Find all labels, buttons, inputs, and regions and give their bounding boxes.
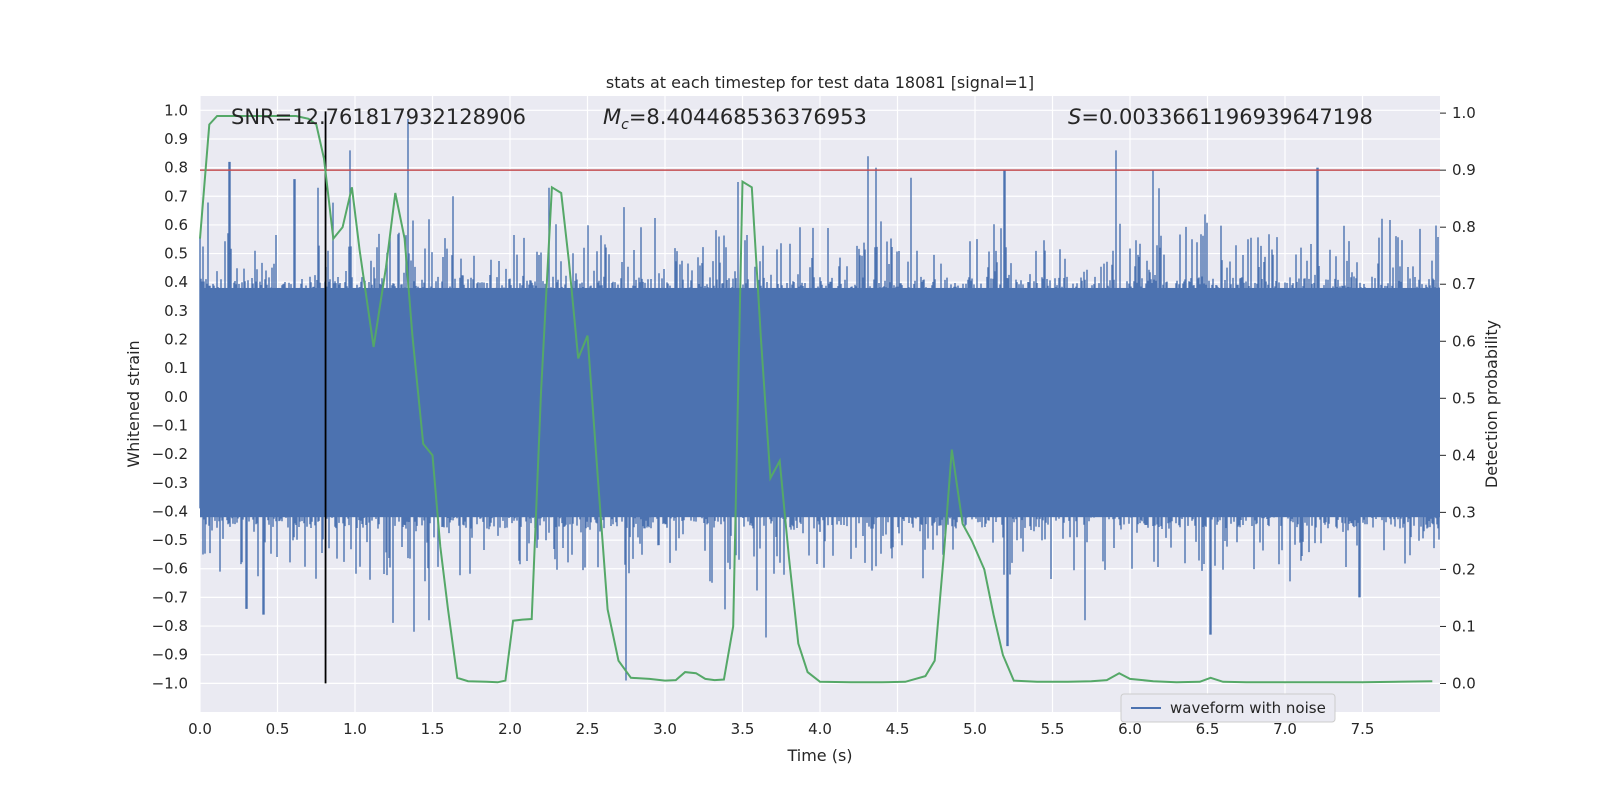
chart-title: stats at each timestep for test data 180… [606,73,1034,92]
waveform-line [199,118,1440,681]
y2-tick-label: 0.4 [1452,446,1476,464]
y2-tick-label: 0.1 [1452,617,1476,635]
y-axis-label: Whitened strain [124,340,143,467]
x-tick-label: 0.5 [266,720,290,738]
x-tick-label: 6.5 [1196,720,1220,738]
y-tick-label: 0.3 [164,302,188,320]
overlay-lines [200,111,1440,684]
y-tick-label: −0.6 [152,560,188,578]
legend-label: waveform with noise [1170,699,1326,717]
y-tick-label: −1.0 [152,674,188,692]
y2-tick-label: 0.8 [1452,218,1476,236]
x-tick-label: 3.0 [653,720,677,738]
chirp-mass-annotation: Mc=8.404468536376953 [603,105,867,133]
snr-annotation: SNR=12.761817932128906 [231,105,526,129]
s-symbol: S [1068,105,1081,129]
y2-tick-label: 1.0 [1452,104,1476,122]
chirp-mass-subscript: c [621,117,629,133]
chirp-mass-symbol: M [603,105,621,129]
y-tick-label: −0.8 [152,617,188,635]
x-tick-label: 2.0 [498,720,522,738]
y-tick-label: 0.6 [164,216,188,234]
probability-series [199,115,1433,684]
y-tick-label: −0.5 [152,531,188,549]
y-tick-label: 1.0 [164,101,188,119]
chirp-mass-value: =8.404468536376953 [629,105,867,129]
y2-tick-label: 0.3 [1452,503,1476,521]
x-tick-label: 5.0 [963,720,987,738]
y-tick-label: −0.4 [152,502,188,520]
detection-probability-line [199,115,1433,684]
y-tick-label: −0.1 [152,416,188,434]
y-tick-label: −0.3 [152,474,188,492]
y-tick-label: 0.2 [164,331,188,349]
x-tick-label: 4.0 [808,720,832,738]
x-tick-label: 5.5 [1041,720,1065,738]
y-tick-label: −0.9 [152,646,188,664]
y2-tick-label: 0.5 [1452,389,1476,407]
y2-tick-label: 0.9 [1452,161,1476,179]
x-tick-label: 3.5 [731,720,755,738]
y2-tick-label: 0.2 [1452,560,1476,578]
x-tick-label: 1.5 [421,720,445,738]
s-annotation: S=0.0033661196939647198 [1068,105,1373,129]
y2-axis-label: Detection probability [1482,320,1501,488]
legend-box [1120,693,1336,723]
y-tick-label: 0.0 [164,388,188,406]
x-tick-label: 6.0 [1118,720,1142,738]
x-tick-label: 7.0 [1273,720,1297,738]
s-value: =0.0033661196939647198 [1081,105,1373,129]
y-tick-label: 0.9 [164,130,188,148]
y-tick-label: 0.4 [164,273,188,291]
x-tick-label: 2.5 [576,720,600,738]
y2-tick-label: 0.7 [1452,275,1476,293]
y-tick-label: 0.1 [164,359,188,377]
y2-tick-label: 0.6 [1452,332,1476,350]
x-tick-label: 0.0 [188,720,212,738]
x-axis-label: Time (s) [786,746,852,765]
y-tick-label: −0.7 [152,588,188,606]
y-tick-label: 0.8 [164,159,188,177]
waveform-series [199,118,1440,681]
x-tick-label: 7.5 [1351,720,1375,738]
legend: waveform with noise [1120,693,1336,723]
tick-labels: 0.0 0.5 1.0 1.5 2.0 2.5 3.0 3.5 4.0 4.5 5.0 5.5 6.0 6… [152,101,1476,738]
y-tick-label: 0.7 [164,187,188,205]
x-tick-label: 4.5 [886,720,910,738]
y-tick-label: 0.5 [164,245,188,263]
x-tick-label: 1.0 [343,720,367,738]
y-tick-label: −0.2 [152,445,188,463]
y2-tick-label: 0.0 [1452,674,1476,692]
